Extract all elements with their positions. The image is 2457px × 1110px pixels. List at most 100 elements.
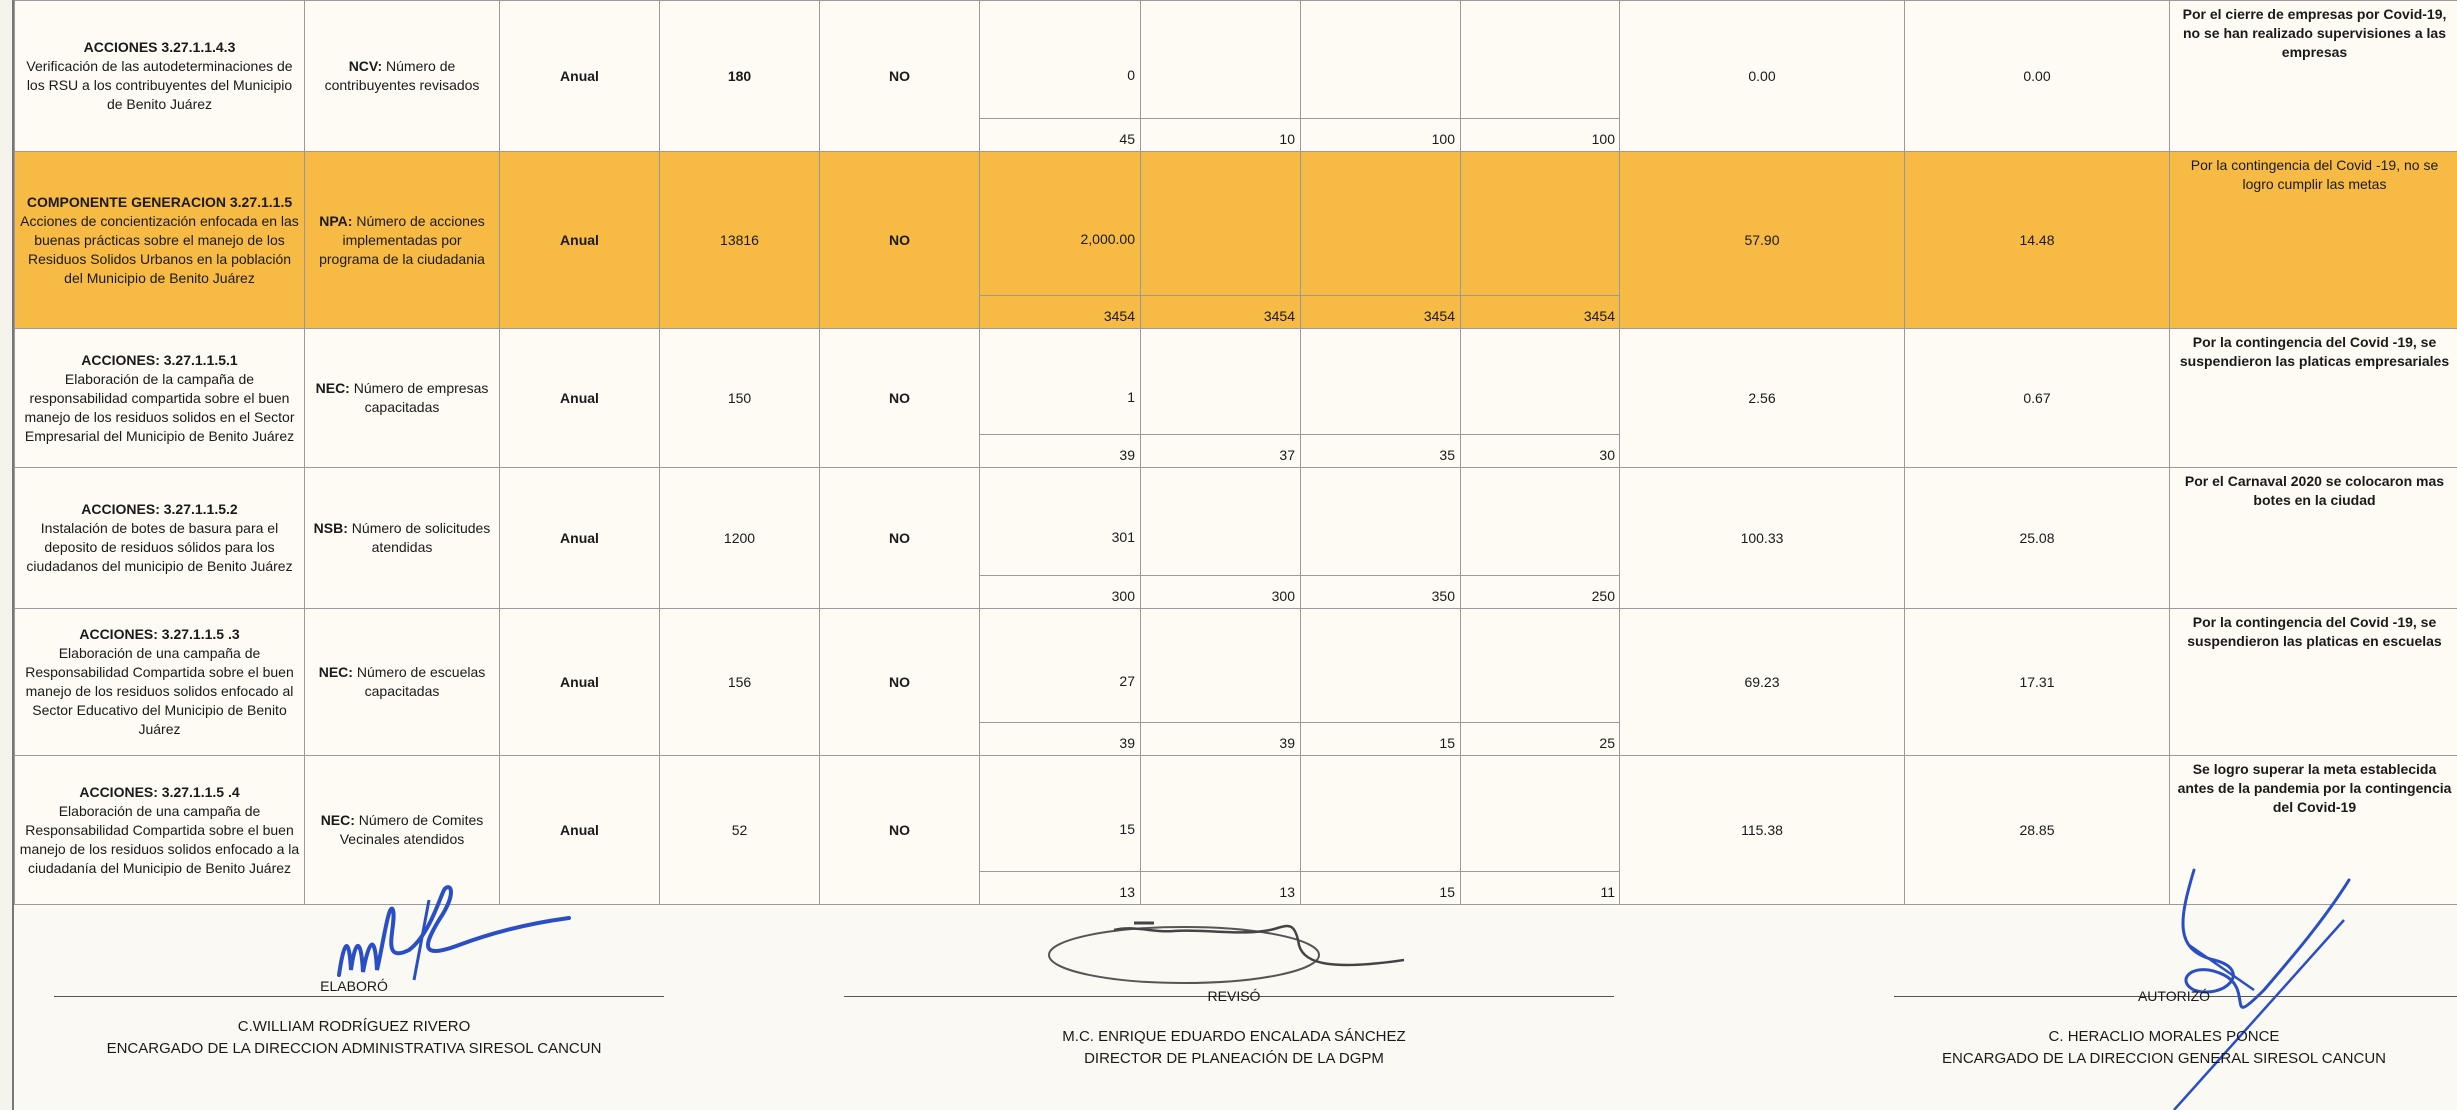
- table-row: ACCIONES: 3.27.1.1.5.1 Elaboración de la …: [14, 328, 2457, 468]
- quarter-value: 37: [1279, 447, 1295, 463]
- frequency-cell: Anual: [499, 755, 660, 905]
- signer-name: C.WILLIAM RODRÍGUEZ RIVERO: [237, 1018, 471, 1035]
- frequency-cell: Anual: [499, 0, 660, 152]
- quarter-value: 10: [1279, 131, 1295, 147]
- indicator-cell: NSB: Número de solicitudes atendidas: [304, 467, 500, 609]
- flag-cell: NO: [819, 151, 980, 329]
- signer-title: ENCARGADO DE LA DIRECCION ADMINISTRATIVA…: [106, 1040, 602, 1057]
- action-cell: ACCIONES: 3.27.1.1.5.2 Instalación de bot…: [14, 467, 305, 609]
- action-code: 3.27.1.1.5: [225, 193, 293, 210]
- signature-autorizo: [2173, 868, 2351, 1110]
- quarter-value: 350: [1431, 588, 1455, 604]
- quarter-value: 3454: [1263, 308, 1295, 324]
- percent-annual-cell: 57.90: [1619, 151, 1905, 329]
- quarters-cell: 301 300 300 350 250: [979, 467, 1620, 609]
- annual-goal-cell: 52: [659, 755, 820, 905]
- signer-name: M.C. ENRIQUE EDUARDO ENCALADA SÁNCHEZ: [1062, 1028, 1406, 1045]
- quarters-cell: 15 13 13 15 11: [979, 755, 1620, 905]
- observation-text: Se logro superar la meta establecida ant…: [2177, 761, 2452, 815]
- signature-role: ELABORÓ: [320, 978, 388, 994]
- indicator-description: Número de Comites Vecinales atendidos: [339, 812, 484, 847]
- action-cell: ACCIONES 3.27.1.1.4.3 Verificación de las…: [14, 0, 305, 152]
- action-cell: ACCIONES: 3.27.1.1.5.1 Elaboración de la …: [14, 328, 305, 468]
- quarter-value: 100: [1431, 131, 1455, 147]
- indicator-code: NEC:: [315, 380, 350, 396]
- signature-line-3: [1894, 996, 2457, 997]
- indicator-description: Número de acciones implementadas por pro…: [319, 212, 485, 267]
- percent-quarter-cell: 14.48: [1904, 151, 2170, 329]
- indicator-code: NEC:: [318, 664, 353, 680]
- signature-reviso: [1048, 921, 1405, 984]
- signature-block: ELABORÓ REVISÓ AUTORIZÓ C.WILLIAM RODRÍG…: [14, 868, 2457, 1110]
- flag-cell: NO: [819, 467, 980, 609]
- signature-role: REVISÓ: [1207, 988, 1261, 1004]
- frequency-cell: Anual: [499, 151, 660, 329]
- table-row: ACCIONES: 3.27.1.1.5 .4 Elaboración de un…: [14, 755, 2457, 905]
- signature-elaboro: [337, 885, 571, 981]
- percent-annual-cell: 69.23: [1619, 608, 1905, 756]
- observation-text: Por la contingencia del Covid -19, no se…: [2190, 157, 2439, 192]
- quarter-value: 39: [1119, 447, 1135, 463]
- quarters-cell: 27 39 39 15 25: [979, 608, 1620, 756]
- action-heading: ACCIONES: 3.27.1.1.5.1: [81, 351, 238, 368]
- percent-annual-cell: 0.00: [1619, 0, 1905, 152]
- achieved-value: 1: [1127, 389, 1135, 405]
- signature-name-3: C. HERACLIO MORALES PONCE ENCARGADO DE L…: [1874, 1026, 2454, 1070]
- observation-text: Por la contingencia del Covid -19, se su…: [2187, 614, 2442, 649]
- percent-annual-cell: 115.38: [1619, 755, 1905, 905]
- annual-goal-cell: 150: [659, 328, 820, 468]
- observation-cell: Por la contingencia del Covid -19, se su…: [2169, 328, 2457, 468]
- action-description: Elaboración de una campaña de Responsabi…: [25, 645, 294, 737]
- signature-name-1: C.WILLIAM RODRÍGUEZ RIVERO ENCARGADO DE …: [34, 1016, 674, 1060]
- signer-title: DIRECTOR DE PLANEACIÓN DE LA DGPM: [1084, 1050, 1384, 1067]
- quarters-cell: 0 45 10 100 100: [979, 0, 1620, 152]
- indicator-description: Número de empresas capacitadas: [349, 380, 489, 415]
- achieved-value: 27: [1119, 673, 1135, 689]
- quarter-value: 300: [1111, 588, 1135, 604]
- quarter-value: 39: [1119, 735, 1135, 751]
- frequency-cell: Anual: [499, 328, 660, 468]
- indicator-code: NSB:: [313, 520, 348, 536]
- quarter-value: 15: [1439, 735, 1455, 751]
- indicator-cell: NEC: Número de empresas capacitadas: [304, 328, 500, 468]
- signer-title: ENCARGADO DE LA DIRECCION GENERAL SIRESO…: [1942, 1050, 2386, 1067]
- quarter-value: 39: [1279, 735, 1295, 751]
- observation-text: Por el cierre de empresas por Covid-19, …: [2182, 6, 2447, 60]
- flag-cell: NO: [819, 755, 980, 905]
- annual-goal-cell: 1200: [659, 467, 820, 609]
- observation-cell: Por la contingencia del Covid -19, se su…: [2169, 608, 2457, 756]
- flag-cell: NO: [819, 608, 980, 756]
- indicator-table: ACCIONES 3.27.1.1.4.3 Verificación de las…: [14, 0, 2457, 905]
- table-row: ACCIONES 3.27.1.1.4.3 Verificación de las…: [14, 0, 2457, 152]
- quarter-value: 11: [1600, 884, 1615, 900]
- quarter-value: 300: [1271, 588, 1295, 604]
- indicator-cell: NCV: Número de contribuyentes revisados: [304, 0, 500, 152]
- achieved-value: 2,000.00: [1080, 231, 1136, 247]
- signature-name-2: M.C. ENRIQUE EDUARDO ENCALADA SÁNCHEZ DI…: [874, 1026, 1594, 1070]
- action-heading: ACCIONES 3.27.1.1.4.3: [83, 39, 236, 55]
- action-heading: ACCIONES: 3.27.1.1.5.2: [81, 501, 238, 517]
- quarter-value: 30: [1599, 447, 1615, 463]
- quarter-value: 3454: [1103, 308, 1135, 324]
- observation-text: Por la contingencia del Covid -19, se su…: [2179, 334, 2450, 369]
- indicator-code: NEC:: [320, 812, 355, 828]
- quarter-value: 35: [1439, 447, 1455, 463]
- annual-goal-cell: 156: [659, 608, 820, 756]
- percent-quarter-cell: 0.67: [1904, 328, 2170, 468]
- quarter-value: 100: [1591, 131, 1615, 147]
- achieved-value: 0: [1127, 67, 1135, 83]
- indicator-code: NPA:: [319, 212, 353, 229]
- signature-line-1: [54, 996, 664, 997]
- action-heading: COMPONENTE GENERACION: [26, 193, 226, 210]
- indicator-code: NCV:: [348, 58, 383, 74]
- quarter-value: 13: [1119, 884, 1135, 900]
- quarter-value: 15: [1439, 884, 1455, 900]
- flag-cell: NO: [819, 328, 980, 468]
- action-cell: COMPONENTE GENERACION 3.27.1.1.5 Acciones…: [14, 151, 305, 329]
- indicator-description: Número de contribuyentes revisados: [324, 58, 480, 93]
- indicator-cell: NPA: Número de acciones implementadas po…: [304, 151, 500, 329]
- indicator-description: Número de escuelas capacitadas: [352, 664, 486, 699]
- action-description: Elaboración de una campaña de Responsabi…: [19, 802, 300, 876]
- percent-quarter-cell: 0.00: [1904, 0, 2170, 152]
- quarter-value: 13: [1279, 884, 1295, 900]
